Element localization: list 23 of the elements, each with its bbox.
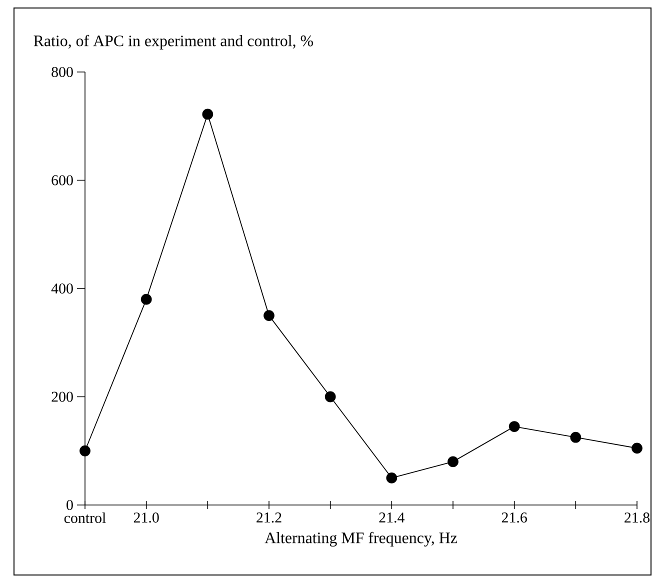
x-tick-label: 21.0 [134,512,159,523]
point [570,432,582,443]
point [80,445,90,456]
point [202,108,214,120]
point [264,310,274,322]
y-tick-label: 600 [52,175,73,186]
point [632,442,642,454]
y-tick-label: 400 [51,283,73,294]
point [324,391,336,402]
point [508,421,520,432]
x-axis-title: Alternating MF frequency, Hz [264,532,457,547]
y-tick-label: 0 [66,500,73,510]
y-tick-label: 200 [52,392,73,402]
x-tick-label: 21.4 [379,512,405,523]
x-tick-label: control [64,512,106,524]
point [386,472,398,484]
y-tick-label: 800 [52,66,73,78]
x-tick-label: 21.8 [624,512,650,523]
point [140,294,152,305]
x-tick-label: 21.2 [256,512,282,523]
x-tick-label: 21.6 [502,512,527,523]
point [448,456,458,468]
y-axis-title: Ratio, of APC in experiment and control, % [34,34,314,50]
